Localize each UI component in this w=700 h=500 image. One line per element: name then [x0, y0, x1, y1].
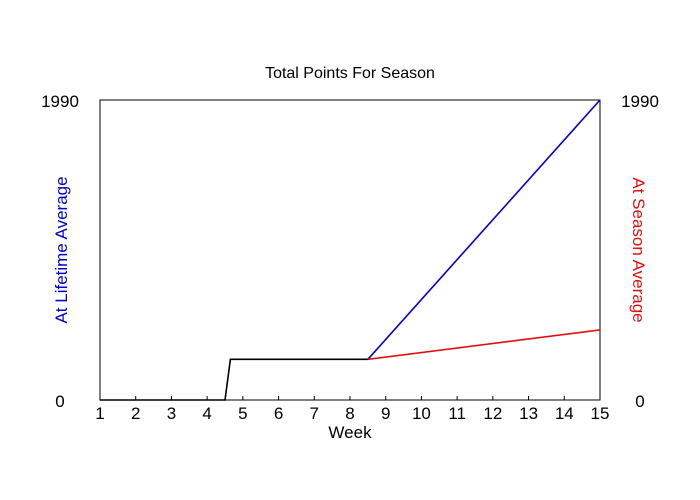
x-tick-label-3: 3	[167, 404, 176, 423]
x-tick-label-11: 11	[448, 404, 466, 423]
y-right-min-label: 0	[635, 392, 644, 411]
plot-frame	[99, 99, 601, 401]
x-tick-label-6: 6	[274, 404, 283, 423]
x-tick-label-4: 4	[202, 404, 211, 423]
y-left-min-label: 0	[55, 392, 64, 411]
x-axis-label: Week	[328, 423, 372, 442]
x-tick-label-8: 8	[345, 404, 354, 423]
x-tick-label-7: 7	[310, 404, 319, 423]
x-tick-label-13: 13	[519, 404, 538, 423]
y-right-max-label: 1990	[621, 92, 659, 111]
series-group	[100, 99, 601, 401]
x-tick-label-2: 2	[131, 404, 140, 423]
x-tick-label-12: 12	[483, 404, 502, 423]
series-line-actual	[100, 358, 368, 401]
y-left-max-label: 1990	[41, 92, 79, 111]
y-right-axis-label: At Season Average	[629, 177, 648, 322]
x-tick-label-10: 10	[412, 404, 431, 423]
series-line-lifetime	[367, 99, 601, 360]
x-axis-ticks: 1 2 3 4 5 6 7 8 9 10 11 12 13 14 15	[95, 396, 609, 423]
y-left-axis-label: At Lifetime Average	[52, 176, 71, 323]
x-tick-label-15: 15	[591, 404, 610, 423]
x-tick-label-1: 1	[95, 404, 104, 423]
x-tick-label-9: 9	[381, 404, 390, 423]
x-tick-label-14: 14	[555, 404, 574, 423]
x-tick-label-5: 5	[238, 404, 247, 423]
series-line-season	[367, 329, 601, 361]
chart-title: Total Points For Season	[265, 65, 435, 82]
